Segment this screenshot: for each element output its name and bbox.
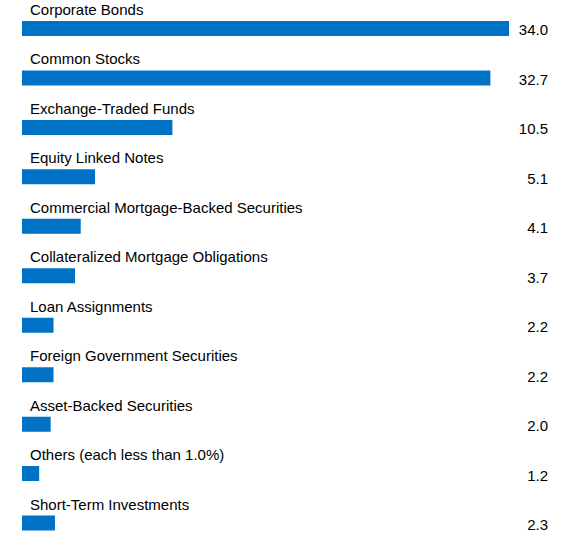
svg-text:2.2: 2.2 xyxy=(527,318,548,335)
svg-text:Loan Assignments: Loan Assignments xyxy=(30,298,153,315)
svg-text:34.0: 34.0 xyxy=(519,21,548,38)
svg-text:Others (each less than 1.0%): Others (each less than 1.0%) xyxy=(30,446,224,463)
svg-text:Exchange-Traded Funds: Exchange-Traded Funds xyxy=(30,100,195,117)
svg-text:2.0: 2.0 xyxy=(527,417,548,434)
svg-text:Equity Linked Notes: Equity Linked Notes xyxy=(30,149,163,166)
svg-text:32.7: 32.7 xyxy=(519,71,548,88)
svg-text:Commercial Mortgage-Backed Sec: Commercial Mortgage-Backed Securities xyxy=(30,199,303,216)
svg-text:2.3: 2.3 xyxy=(527,516,548,533)
svg-text:10.5: 10.5 xyxy=(519,120,548,137)
svg-text:Corporate Bonds: Corporate Bonds xyxy=(30,1,143,18)
svg-text:2.2: 2.2 xyxy=(527,368,548,385)
svg-text:Asset-Backed Securities: Asset-Backed Securities xyxy=(30,397,193,414)
svg-text:Common Stocks: Common Stocks xyxy=(30,50,140,67)
svg-text:1.2: 1.2 xyxy=(527,467,548,484)
svg-text:4.1: 4.1 xyxy=(527,219,548,236)
svg-text:5.1: 5.1 xyxy=(527,170,548,187)
svg-text:Short-Term Investments: Short-Term Investments xyxy=(30,496,189,513)
svg-text:Foreign Government Securities: Foreign Government Securities xyxy=(30,347,238,364)
svg-text:3.7: 3.7 xyxy=(527,269,548,286)
svg-text:Collateralized Mortgage Obliga: Collateralized Mortgage Obligations xyxy=(30,248,268,265)
